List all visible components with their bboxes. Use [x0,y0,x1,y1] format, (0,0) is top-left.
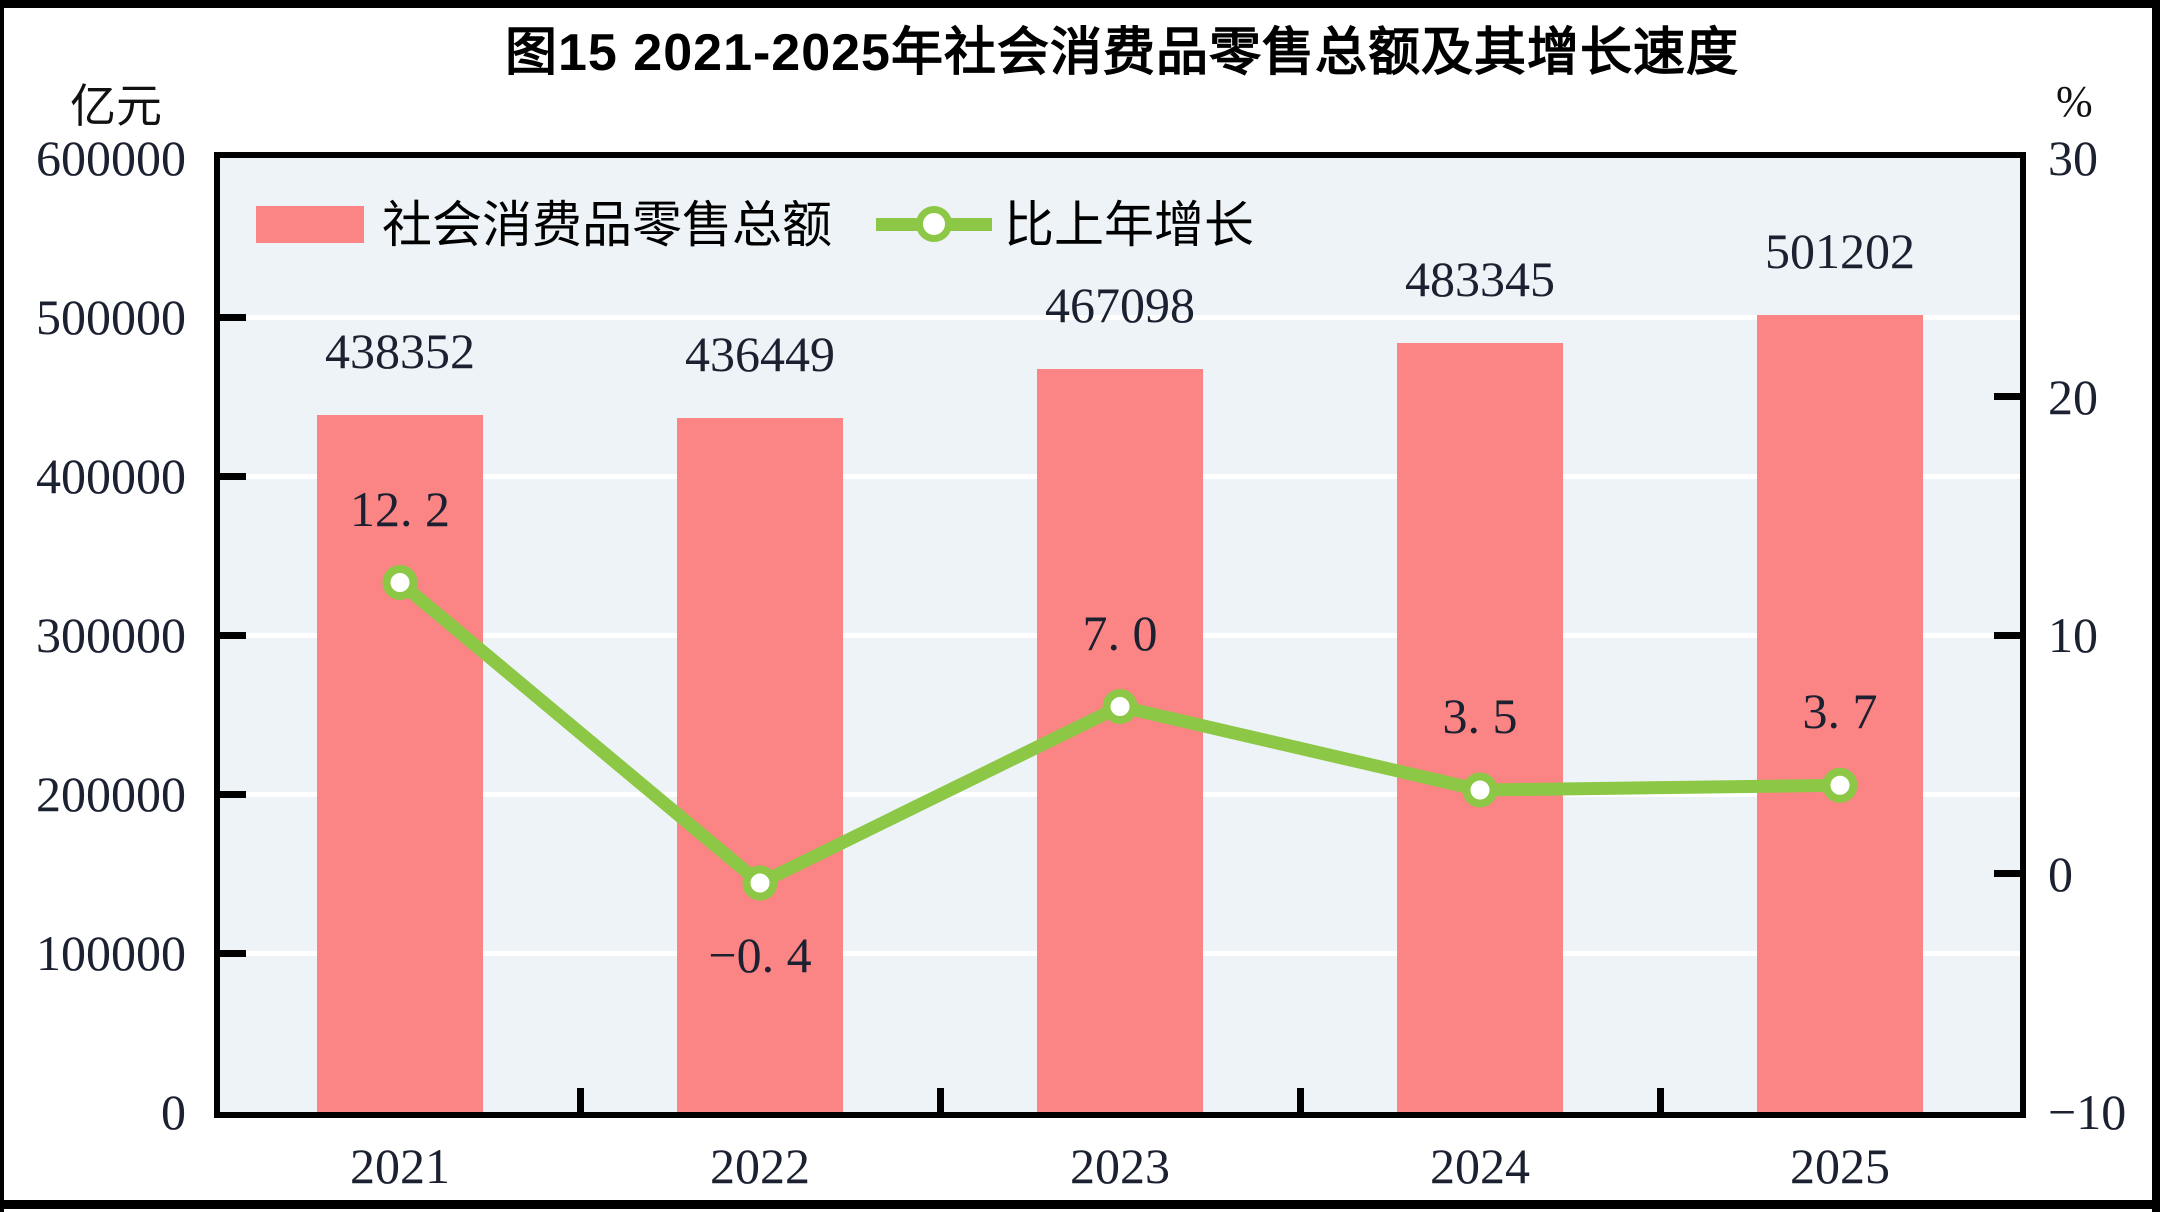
left-axis-tick-label: 600000 [36,130,186,186]
right-axis-tick [1994,631,2020,639]
left-axis-tick [220,313,246,321]
frame-border-left [0,0,4,1212]
x-axis-tick [936,1088,944,1112]
point-label: −0. 4 [708,927,812,984]
left-axis-unit: 亿元 [70,80,162,132]
point-label: 3. 5 [1442,688,1518,745]
bar-value-label: 467098 [1045,277,1195,334]
bar [677,418,843,1112]
x-axis-tick [1656,1088,1664,1112]
right-axis-tick [1994,393,2020,400]
left-axis-tick [220,949,246,957]
line-marker [742,865,778,901]
legend-line-marker-icon [916,206,952,242]
right-axis-tick-label: 20 [2048,368,2098,425]
grid-line [220,314,2020,320]
left-axis-tick [220,790,246,798]
bar-value-label: 501202 [1765,223,1915,280]
right-axis-tick-label: 0 [2048,845,2073,902]
line-marker [1102,689,1138,725]
legend-line-label: 比上年增长 [1004,197,1254,254]
right-axis-tick-label: −10 [2048,1084,2127,1140]
line-marker [1822,767,1858,803]
bar [1397,343,1563,1112]
frame-border-top [0,0,2160,8]
bar-value-label: 436449 [685,326,835,383]
x-axis-tick [1296,1088,1304,1112]
right-axis-tick-label: 30 [2048,130,2098,186]
bar [1757,315,1923,1112]
chart-title: 图15 2021-2025年社会消费品零售总额及其增长速度 [505,24,1739,82]
x-axis-category-label: 2022 [710,1138,810,1194]
right-axis-tick-label: 10 [2048,607,2098,663]
line-marker [1462,772,1498,808]
point-label: 12. 2 [350,480,450,537]
frame-border-bottom [0,1200,2160,1209]
left-axis-tick [220,472,246,480]
x-axis-category-label: 2024 [1430,1138,1530,1194]
point-label: 3. 7 [1802,683,1878,740]
x-axis-category-label: 2021 [350,1138,450,1194]
bar-value-label: 483345 [1405,251,1555,308]
x-axis-category-label: 2023 [1070,1138,1170,1194]
left-axis-tick-label: 100000 [36,925,186,981]
right-axis-unit: % [2056,77,2093,126]
left-axis-tick-label: 200000 [36,766,186,822]
bar-value-label: 438352 [325,323,475,380]
left-axis-tick-label: 0 [161,1084,186,1140]
legend-bar-label: 社会消费品零售总额 [382,197,832,254]
right-axis-tick [1994,870,2020,877]
line-marker [382,565,418,601]
x-axis-category-label: 2025 [1790,1138,1890,1194]
bar [317,415,483,1112]
point-label: 7. 0 [1082,604,1158,661]
left-axis-tick-label: 500000 [36,289,186,345]
left-axis-tick-label: 400000 [36,448,186,504]
left-axis-tick-label: 300000 [36,607,186,663]
left-axis-tick [220,631,246,639]
x-axis-tick [576,1088,584,1112]
legend-bar-swatch [256,206,364,243]
frame-border-right [2152,0,2160,1212]
